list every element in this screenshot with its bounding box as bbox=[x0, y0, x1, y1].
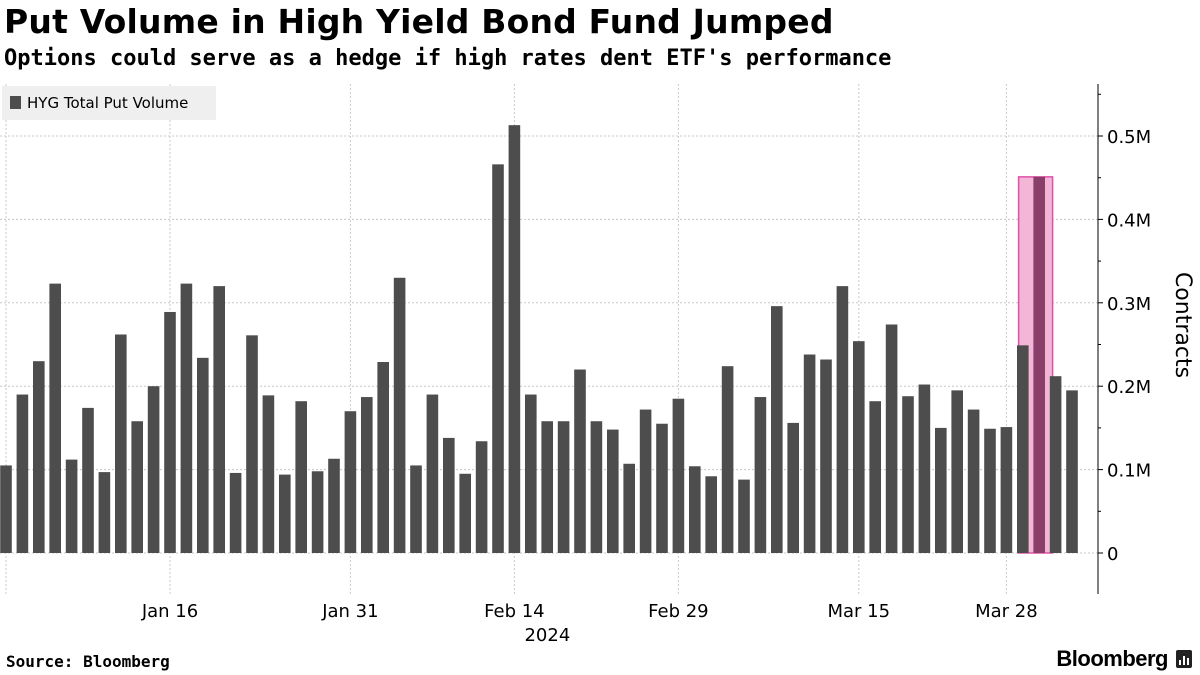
bar bbox=[672, 398, 685, 553]
bar bbox=[935, 427, 947, 553]
bar bbox=[1049, 376, 1062, 553]
bar bbox=[475, 441, 488, 553]
bar bbox=[393, 277, 406, 553]
y-tick-label: 0.4M bbox=[1107, 210, 1151, 231]
bar bbox=[197, 357, 209, 553]
bar bbox=[229, 472, 242, 553]
bar bbox=[180, 283, 193, 553]
bar bbox=[49, 283, 61, 553]
bar bbox=[246, 335, 258, 553]
bar bbox=[984, 428, 996, 553]
bar bbox=[639, 409, 652, 553]
bar bbox=[16, 394, 29, 553]
bar bbox=[869, 401, 881, 553]
bar bbox=[508, 125, 521, 554]
bar bbox=[1066, 390, 1078, 553]
y-tick-label: 0 bbox=[1107, 544, 1118, 565]
bar bbox=[295, 401, 307, 553]
bar bbox=[164, 311, 176, 553]
x-tick-label: Feb 14 bbox=[484, 601, 545, 622]
bar bbox=[771, 306, 783, 553]
bar bbox=[115, 334, 127, 553]
bar bbox=[426, 394, 439, 553]
bar bbox=[361, 397, 373, 553]
bar bbox=[65, 459, 78, 553]
y-tick-label: 0.2M bbox=[1107, 377, 1151, 398]
bar bbox=[459, 473, 471, 553]
bar bbox=[541, 421, 553, 553]
bar bbox=[967, 409, 980, 553]
bar bbox=[590, 421, 603, 553]
y-tick-label: 0.5M bbox=[1107, 127, 1151, 148]
bar bbox=[623, 463, 635, 553]
x-tick-label: Jan 31 bbox=[321, 601, 378, 622]
bar bbox=[885, 324, 898, 553]
bloomberg-logo: Bloomberg bbox=[1056, 646, 1168, 671]
x-tick-label: Mar 15 bbox=[828, 601, 891, 622]
y-axis-title: Contracts bbox=[1170, 272, 1195, 378]
y-tick-label: 0.1M bbox=[1107, 461, 1151, 482]
terminal-icon bbox=[1176, 650, 1192, 668]
bar bbox=[33, 361, 45, 553]
bar bbox=[705, 476, 717, 553]
bar bbox=[344, 411, 357, 553]
bar bbox=[689, 466, 701, 553]
bar bbox=[820, 359, 832, 553]
bar bbox=[1017, 345, 1029, 553]
x-year-label: 2024 bbox=[524, 625, 570, 646]
x-tick-label: Feb 29 bbox=[648, 601, 709, 622]
bar bbox=[443, 437, 455, 553]
bar bbox=[754, 397, 767, 553]
x-tick-label: Jan 16 bbox=[141, 601, 198, 622]
bar bbox=[410, 465, 422, 553]
bar bbox=[98, 472, 111, 553]
bar bbox=[738, 479, 750, 553]
source-note: Source: Bloomberg bbox=[6, 652, 170, 671]
bar bbox=[557, 421, 570, 553]
bar bbox=[377, 362, 389, 553]
bar bbox=[147, 386, 160, 553]
bar bbox=[492, 164, 504, 553]
bar bbox=[803, 354, 816, 553]
bar bbox=[1033, 176, 1045, 553]
bar bbox=[918, 384, 931, 553]
bar bbox=[131, 421, 143, 553]
bar bbox=[311, 471, 324, 553]
bar bbox=[574, 369, 586, 553]
bar bbox=[951, 390, 963, 553]
chart-subtitle: Options could serve as a hedge if high r… bbox=[4, 46, 892, 71]
bar bbox=[279, 474, 291, 553]
bar bbox=[525, 394, 537, 553]
bar bbox=[328, 458, 340, 553]
legend-label: HYG Total Put Volume bbox=[27, 94, 188, 112]
y-tick-label: 0.3M bbox=[1107, 294, 1151, 315]
bar bbox=[0, 465, 12, 553]
bar bbox=[82, 407, 94, 553]
legend-background bbox=[2, 86, 216, 120]
bar bbox=[902, 396, 914, 553]
x-tick-label: Mar 28 bbox=[975, 601, 1038, 622]
bar bbox=[262, 395, 275, 553]
legend-swatch bbox=[10, 96, 21, 109]
bar bbox=[836, 286, 849, 553]
bar bbox=[787, 422, 799, 553]
bar bbox=[853, 341, 865, 553]
bar bbox=[1000, 427, 1013, 553]
bar bbox=[213, 286, 225, 553]
chart-title: Put Volume in High Yield Bond Fund Jumpe… bbox=[4, 2, 834, 41]
bar bbox=[656, 423, 668, 553]
bar bbox=[607, 429, 619, 553]
bar bbox=[721, 366, 734, 553]
